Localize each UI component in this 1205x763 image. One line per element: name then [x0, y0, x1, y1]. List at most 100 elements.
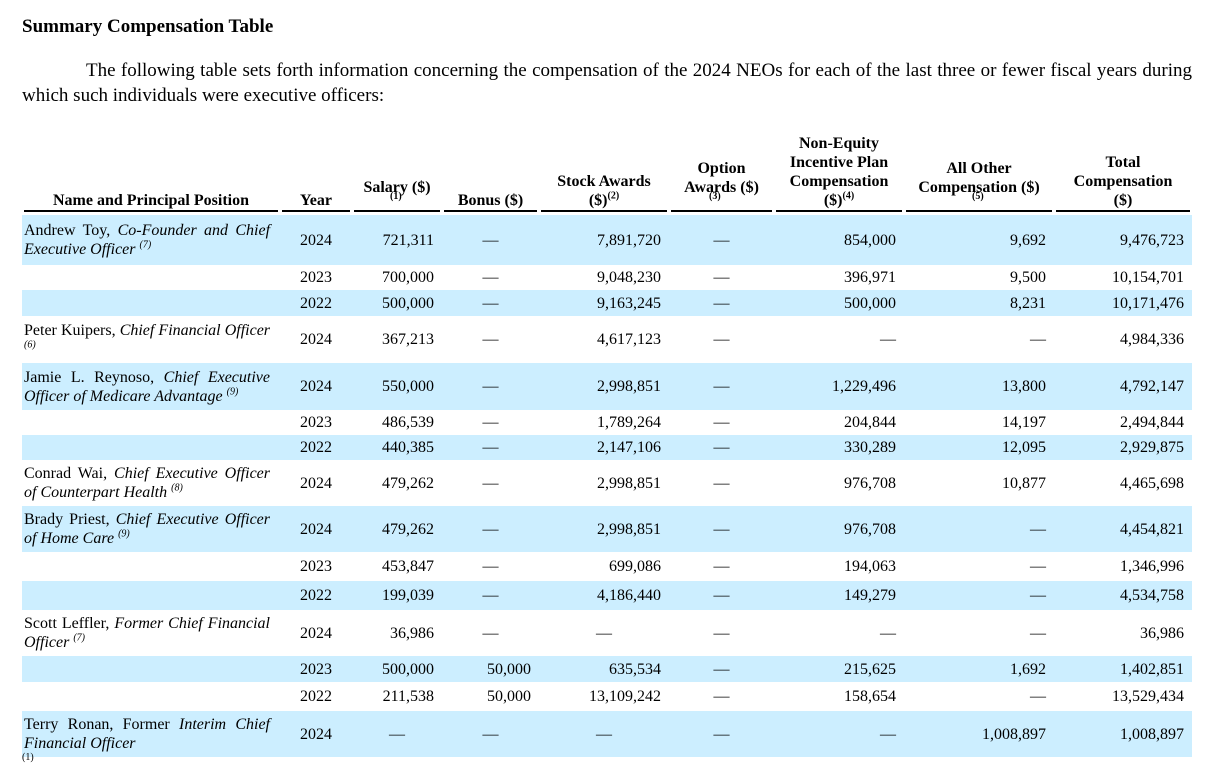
- neip-cell: 149,279: [774, 581, 904, 610]
- stock-cell: 2,998,851: [539, 363, 669, 410]
- option-cell: —: [669, 711, 774, 757]
- bonus-cell: —: [442, 290, 539, 316]
- bonus-cell: —: [482, 269, 499, 286]
- option-cell: —: [669, 656, 774, 682]
- salary-cell: 486,539: [382, 414, 434, 431]
- stock-cell: —: [539, 711, 669, 757]
- other-cell: 1,692: [904, 656, 1054, 682]
- bonus-cell: —: [482, 474, 499, 492]
- year-cell: 2024: [280, 363, 352, 410]
- other-cell: —: [904, 506, 1054, 552]
- year-cell: 2023: [300, 558, 332, 575]
- salary-cell: 700,000: [382, 269, 434, 286]
- other-cell: 14,197: [1002, 414, 1046, 431]
- option-cell: —: [669, 363, 774, 410]
- option-cell: —: [669, 290, 774, 316]
- total-cell: 4,534,758: [1054, 581, 1192, 610]
- total-cell: 1,402,851: [1054, 656, 1192, 682]
- neip-cell: 204,844: [844, 414, 896, 431]
- stock-cell: 699,086: [609, 558, 661, 575]
- executive-position: Chief Executive Officer of Counterpart H…: [24, 465, 270, 501]
- table-row: 2023 486,539 — 1,789,264 — 204,844 14,197 2,494…: [22, 410, 1192, 435]
- bonus-cell: 50,000: [442, 656, 539, 682]
- table-row: 2023 700,000 — 9,048,230 — 396,971 9,500 10,154…: [22, 265, 1192, 290]
- salary-cell: 440,385: [352, 435, 442, 460]
- stock-cell: 2,998,851: [539, 506, 669, 552]
- total-cell: 10,171,476: [1054, 290, 1192, 316]
- header-all-other-compensation: All Other Compensation ($) (5): [904, 126, 1054, 215]
- option-cell: —: [713, 558, 730, 575]
- salary-cell: 453,847: [382, 558, 434, 575]
- option-cell: —: [669, 215, 774, 265]
- bonus-cell: —: [442, 506, 539, 552]
- neip-cell: —: [880, 331, 896, 348]
- executive-name: Terry Ronan, Former: [24, 716, 170, 733]
- table-row: Scott Leffler, Former Chief Financial Of…: [22, 610, 1192, 656]
- header-row: Name and Principal Position Year Salary …: [22, 126, 1192, 215]
- stock-cell: 4,617,123: [597, 331, 661, 348]
- other-cell: 9,692: [904, 215, 1054, 265]
- total-cell: 13,529,434: [1112, 688, 1184, 705]
- salary-cell: 199,039: [352, 581, 442, 610]
- bonus-cell: —: [442, 711, 539, 757]
- other-cell: —: [1030, 624, 1046, 642]
- executive-position: Chief Financial Officer: [119, 321, 271, 339]
- stock-cell: 2,998,851: [597, 474, 661, 492]
- table-row: Conrad Wai, Chief Executive Officer of C…: [22, 460, 1192, 506]
- year-cell: 2022: [300, 688, 332, 705]
- neip-cell: 330,289: [774, 435, 904, 460]
- option-cell: —: [713, 269, 730, 286]
- total-cell: 2,494,844: [1120, 414, 1184, 431]
- total-cell: 36,986: [1140, 624, 1184, 642]
- stock-cell: 2,147,106: [539, 435, 669, 460]
- year-cell: 2024: [300, 331, 332, 348]
- stock-cell: 4,186,440: [539, 581, 669, 610]
- table-row: Brady Priest, Chief Executive Officer of…: [22, 506, 1192, 552]
- bonus-cell: —: [442, 363, 539, 410]
- total-cell: 4,465,698: [1120, 474, 1184, 492]
- stock-cell: 9,048,230: [597, 269, 661, 286]
- neip-cell: 1,229,496: [774, 363, 904, 410]
- other-cell: 12,095: [904, 435, 1054, 460]
- total-cell: 10,154,701: [1112, 269, 1184, 286]
- other-cell: 10,877: [1002, 474, 1046, 492]
- year-cell: 2024: [280, 506, 352, 552]
- stock-cell: 7,891,720: [539, 215, 669, 265]
- neip-cell: 194,063: [844, 558, 896, 575]
- option-cell: —: [669, 435, 774, 460]
- name-position-cell: Andrew Toy, Co-Founder and Chief Executi…: [22, 215, 280, 265]
- option-cell: —: [713, 414, 730, 431]
- table-body: Andrew Toy, Co-Founder and Chief Executi…: [22, 215, 1192, 757]
- footnote-ref: (8): [171, 482, 183, 494]
- other-cell: 9,500: [1010, 269, 1046, 286]
- stock-cell: 9,163,245: [539, 290, 669, 316]
- name-position-cell: [22, 290, 280, 316]
- stock-cell: —: [596, 624, 612, 642]
- neip-cell: 396,971: [844, 269, 896, 286]
- header-salary: Salary ($) (1): [352, 126, 442, 215]
- year-cell: 2024: [300, 474, 332, 492]
- salary-cell: 36,986: [390, 624, 434, 642]
- summary-compensation-table: Name and Principal Position Year Salary …: [22, 126, 1192, 757]
- neip-cell: 500,000: [774, 290, 904, 316]
- bonus-cell: —: [482, 331, 499, 348]
- intro-paragraph: The following table sets forth informati…: [22, 60, 1192, 106]
- total-cell: 4,792,147: [1054, 363, 1192, 410]
- salary-cell: 367,213: [382, 331, 434, 348]
- name-position-cell: [22, 435, 280, 460]
- bonus-cell: —: [482, 624, 499, 642]
- total-cell: 1,346,996: [1120, 558, 1184, 575]
- name-position-cell: Scott Leffler, Former Chief Financial Of…: [22, 610, 280, 656]
- name-position-cell: Conrad Wai, Chief Executive Officer of C…: [22, 460, 280, 506]
- name-position-cell: [22, 552, 280, 581]
- option-cell: —: [669, 581, 774, 610]
- name-position-cell: Brady Priest, Chief Executive Officer of…: [22, 506, 280, 552]
- executive-position: Interim Chief Financial Officer: [24, 716, 270, 752]
- option-cell: —: [669, 506, 774, 552]
- table-row: 2022 199,039—4,186,440—149,279—4,534,758: [22, 581, 1192, 610]
- executive-position: Co-Founder and Chief Executive Officer: [24, 222, 271, 258]
- total-cell: 2,929,875: [1054, 435, 1192, 460]
- other-cell: 8,231: [904, 290, 1054, 316]
- salary-cell: —: [352, 711, 442, 757]
- neip-cell: 976,708: [774, 506, 904, 552]
